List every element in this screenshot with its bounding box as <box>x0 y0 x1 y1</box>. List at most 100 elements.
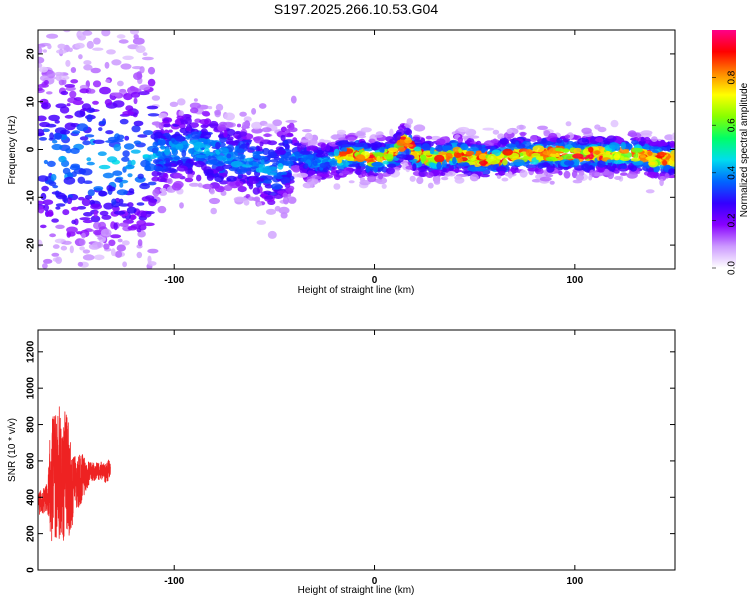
heatmap-cell <box>554 147 564 152</box>
heatmap-cell <box>108 239 116 247</box>
snr-y-tick-label: 1000 <box>26 377 37 400</box>
heatmap-cell <box>196 174 202 182</box>
heatmap-cell <box>55 203 66 207</box>
heatmap-cell <box>160 177 167 183</box>
heatmap-cell <box>581 163 590 171</box>
heatmap-cell <box>43 258 53 264</box>
heatmap-cell <box>469 173 479 182</box>
heatmap-cell <box>575 174 584 181</box>
heatmap-cell <box>597 160 606 168</box>
heatmap-cell <box>620 165 628 169</box>
heatmap-cell <box>51 143 63 151</box>
heatmap-cell <box>448 163 454 172</box>
heatmap-cell <box>99 86 111 95</box>
heatmap-cell <box>497 133 505 140</box>
heatmap-cell <box>639 154 646 158</box>
heatmap-cell <box>114 177 123 183</box>
heatmap-cell <box>280 177 291 185</box>
heatmap-cell <box>645 156 658 161</box>
heatmap-cell <box>341 170 350 175</box>
heatmap-cell <box>623 149 630 154</box>
heatmap-cell <box>454 175 462 180</box>
heatmap-cell <box>115 250 123 258</box>
heatmap-cell <box>98 190 108 197</box>
heatmap-cell <box>190 107 199 114</box>
heatmap-cell <box>188 182 200 187</box>
heatmap-cell <box>482 127 495 131</box>
heatmap-cell <box>594 124 601 130</box>
heatmap-cell <box>165 159 170 164</box>
heatmap-cell <box>367 175 377 183</box>
heatmap-cell <box>63 176 76 185</box>
heatmap-cell <box>150 133 159 140</box>
colorbar-ticks: 0.0 0.2 0.4 0.6 0.8 <box>712 70 738 275</box>
heatmap-cell <box>38 239 43 248</box>
heatmap-cell <box>171 137 176 143</box>
heatmap-cell <box>43 159 49 165</box>
heatmap-cell <box>69 90 77 98</box>
snr-background <box>38 330 675 570</box>
heatmap-cell <box>122 110 135 116</box>
heatmap-cell <box>224 112 235 121</box>
heatmap-cell <box>139 66 145 74</box>
heatmap-cell <box>69 245 74 254</box>
heatmap-cell <box>55 224 65 229</box>
heatmap-cell <box>487 153 497 162</box>
heatmap-cell <box>158 122 164 130</box>
heatmap-cell <box>280 126 287 133</box>
heatmap-cell <box>428 162 436 167</box>
heatmap-cell <box>329 160 338 167</box>
heatmap-cell <box>71 219 76 225</box>
heatmap-cell <box>171 183 182 191</box>
heatmap-cell <box>542 150 552 156</box>
heatmap-cell <box>627 130 637 137</box>
heatmap-cell <box>237 197 249 201</box>
heatmap-cell <box>640 136 645 143</box>
heatmap-cell <box>56 49 67 54</box>
heatmap-cell <box>179 202 184 209</box>
heatmap-cell <box>529 135 538 142</box>
heatmap-cell <box>645 189 655 194</box>
heatmap-cell <box>503 131 515 139</box>
heatmap-cell <box>304 132 313 140</box>
heatmap-cell <box>277 163 284 170</box>
heatmap-cell <box>339 172 344 176</box>
heatmap-cell <box>379 147 385 153</box>
heatmap-cell <box>447 170 456 177</box>
heatmap-cell <box>307 145 319 151</box>
heatmap-cell <box>328 152 336 157</box>
heatmap-cell <box>175 143 184 150</box>
heatmap-cell <box>337 158 342 164</box>
heatmap-cell <box>89 138 96 146</box>
heatmap-cell <box>65 148 72 154</box>
heatmap-cell <box>47 209 54 217</box>
heatmap-cell <box>137 173 144 180</box>
heatmap-cell <box>405 128 412 136</box>
heatmap-cell <box>249 146 257 151</box>
heatmap-cell <box>378 172 384 180</box>
heatmap-cell <box>258 103 267 109</box>
colorbar-gradient <box>712 30 736 268</box>
heatmap-cell <box>156 135 166 139</box>
heatmap-cell <box>38 175 49 182</box>
heatmap-cell <box>292 137 298 144</box>
heatmap-cell <box>41 185 49 192</box>
heatmap-cell <box>648 145 656 152</box>
heatmap-cell <box>375 177 388 185</box>
heatmap-cell <box>68 47 73 53</box>
heatmap-cell <box>646 171 657 178</box>
heatmap-cell <box>441 176 449 181</box>
heatmap-cell <box>555 142 564 146</box>
heatmap-cell <box>267 149 275 157</box>
heatmap-cell <box>606 159 613 163</box>
heatmap-cell <box>119 182 124 188</box>
heatmap-cell <box>203 144 211 149</box>
heatmap-cell <box>51 218 59 223</box>
heatmap-cell <box>101 30 111 37</box>
heatmap-cell <box>383 153 394 160</box>
heatmap-cell <box>98 127 103 132</box>
heatmap-cell <box>46 91 53 95</box>
heatmap-cell <box>236 123 242 128</box>
heatmap-cell <box>433 179 441 185</box>
heatmap-cell <box>139 84 151 91</box>
